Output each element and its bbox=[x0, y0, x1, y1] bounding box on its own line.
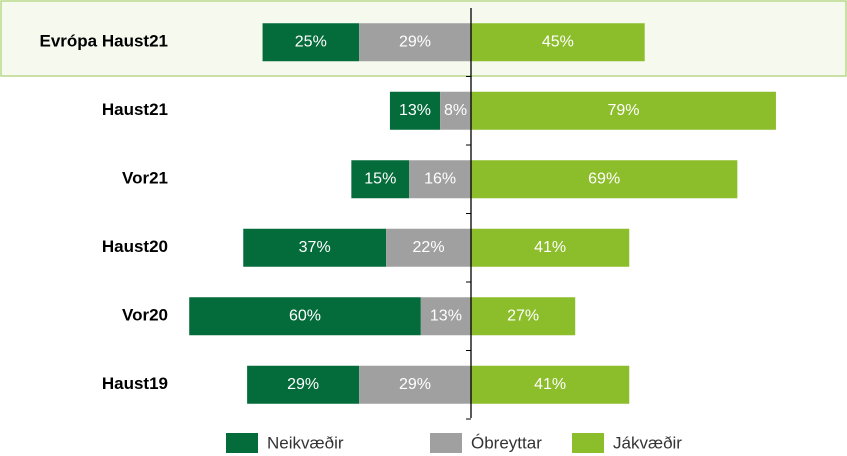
value-label: 45% bbox=[542, 33, 574, 50]
bar-segment bbox=[262, 23, 360, 62]
value-label: 29% bbox=[399, 376, 431, 393]
bar-segment bbox=[386, 228, 471, 267]
legend-label: Neikvæðir bbox=[267, 433, 344, 452]
bar-segment bbox=[389, 91, 441, 130]
bar-segment bbox=[409, 160, 471, 199]
bar-segment bbox=[359, 365, 471, 404]
category-label: Haust19 bbox=[102, 374, 168, 393]
value-label: 8% bbox=[444, 102, 467, 119]
legend-label: Óbreyttar bbox=[471, 433, 542, 452]
bar-segment bbox=[247, 365, 360, 404]
value-label: 37% bbox=[299, 239, 331, 256]
value-label: 41% bbox=[534, 239, 566, 256]
value-label: 79% bbox=[607, 102, 639, 119]
bar-segment bbox=[440, 91, 471, 130]
bar-segment bbox=[351, 160, 410, 199]
bar-segment bbox=[471, 297, 576, 336]
value-label: 13% bbox=[430, 307, 462, 324]
legend: Neikvæðir Óbreyttar Jákvæðir bbox=[226, 433, 682, 453]
value-label: 60% bbox=[289, 307, 321, 324]
legend-swatch bbox=[226, 433, 258, 453]
value-label: 16% bbox=[424, 170, 456, 187]
value-label: 29% bbox=[287, 376, 319, 393]
bar-segment bbox=[189, 297, 421, 336]
value-label: 69% bbox=[588, 170, 620, 187]
value-label: 15% bbox=[364, 170, 396, 187]
value-label: 22% bbox=[413, 239, 445, 256]
legend-swatch bbox=[572, 433, 604, 453]
value-label: 29% bbox=[399, 33, 431, 50]
legend-swatch bbox=[430, 433, 462, 453]
bar-segment bbox=[471, 365, 630, 404]
bar-segment bbox=[471, 228, 630, 267]
axis-ticks bbox=[466, 76, 471, 420]
bars: 25% 29% 45% 13% 8% 79% 15% 16% 69% 37% 22% 41% 60% 13… bbox=[189, 23, 776, 404]
value-label: 25% bbox=[295, 33, 327, 50]
category-label: Haust21 bbox=[102, 100, 168, 119]
bar-segment bbox=[359, 23, 471, 62]
category-label: Vor21 bbox=[122, 169, 168, 188]
bar-segment bbox=[243, 228, 387, 267]
bar-segment bbox=[420, 297, 471, 336]
category-label: Vor20 bbox=[122, 306, 168, 325]
bar-segment bbox=[471, 91, 776, 130]
bar-segment bbox=[471, 160, 738, 199]
category-label: Haust20 bbox=[102, 237, 168, 256]
value-label: 41% bbox=[534, 376, 566, 393]
value-label: 13% bbox=[399, 102, 431, 119]
category-label: Evrópa Haust21 bbox=[40, 32, 169, 51]
legend-label: Jákvæðir bbox=[613, 433, 682, 452]
value-label: 27% bbox=[507, 307, 539, 324]
bar-segment bbox=[471, 23, 645, 62]
